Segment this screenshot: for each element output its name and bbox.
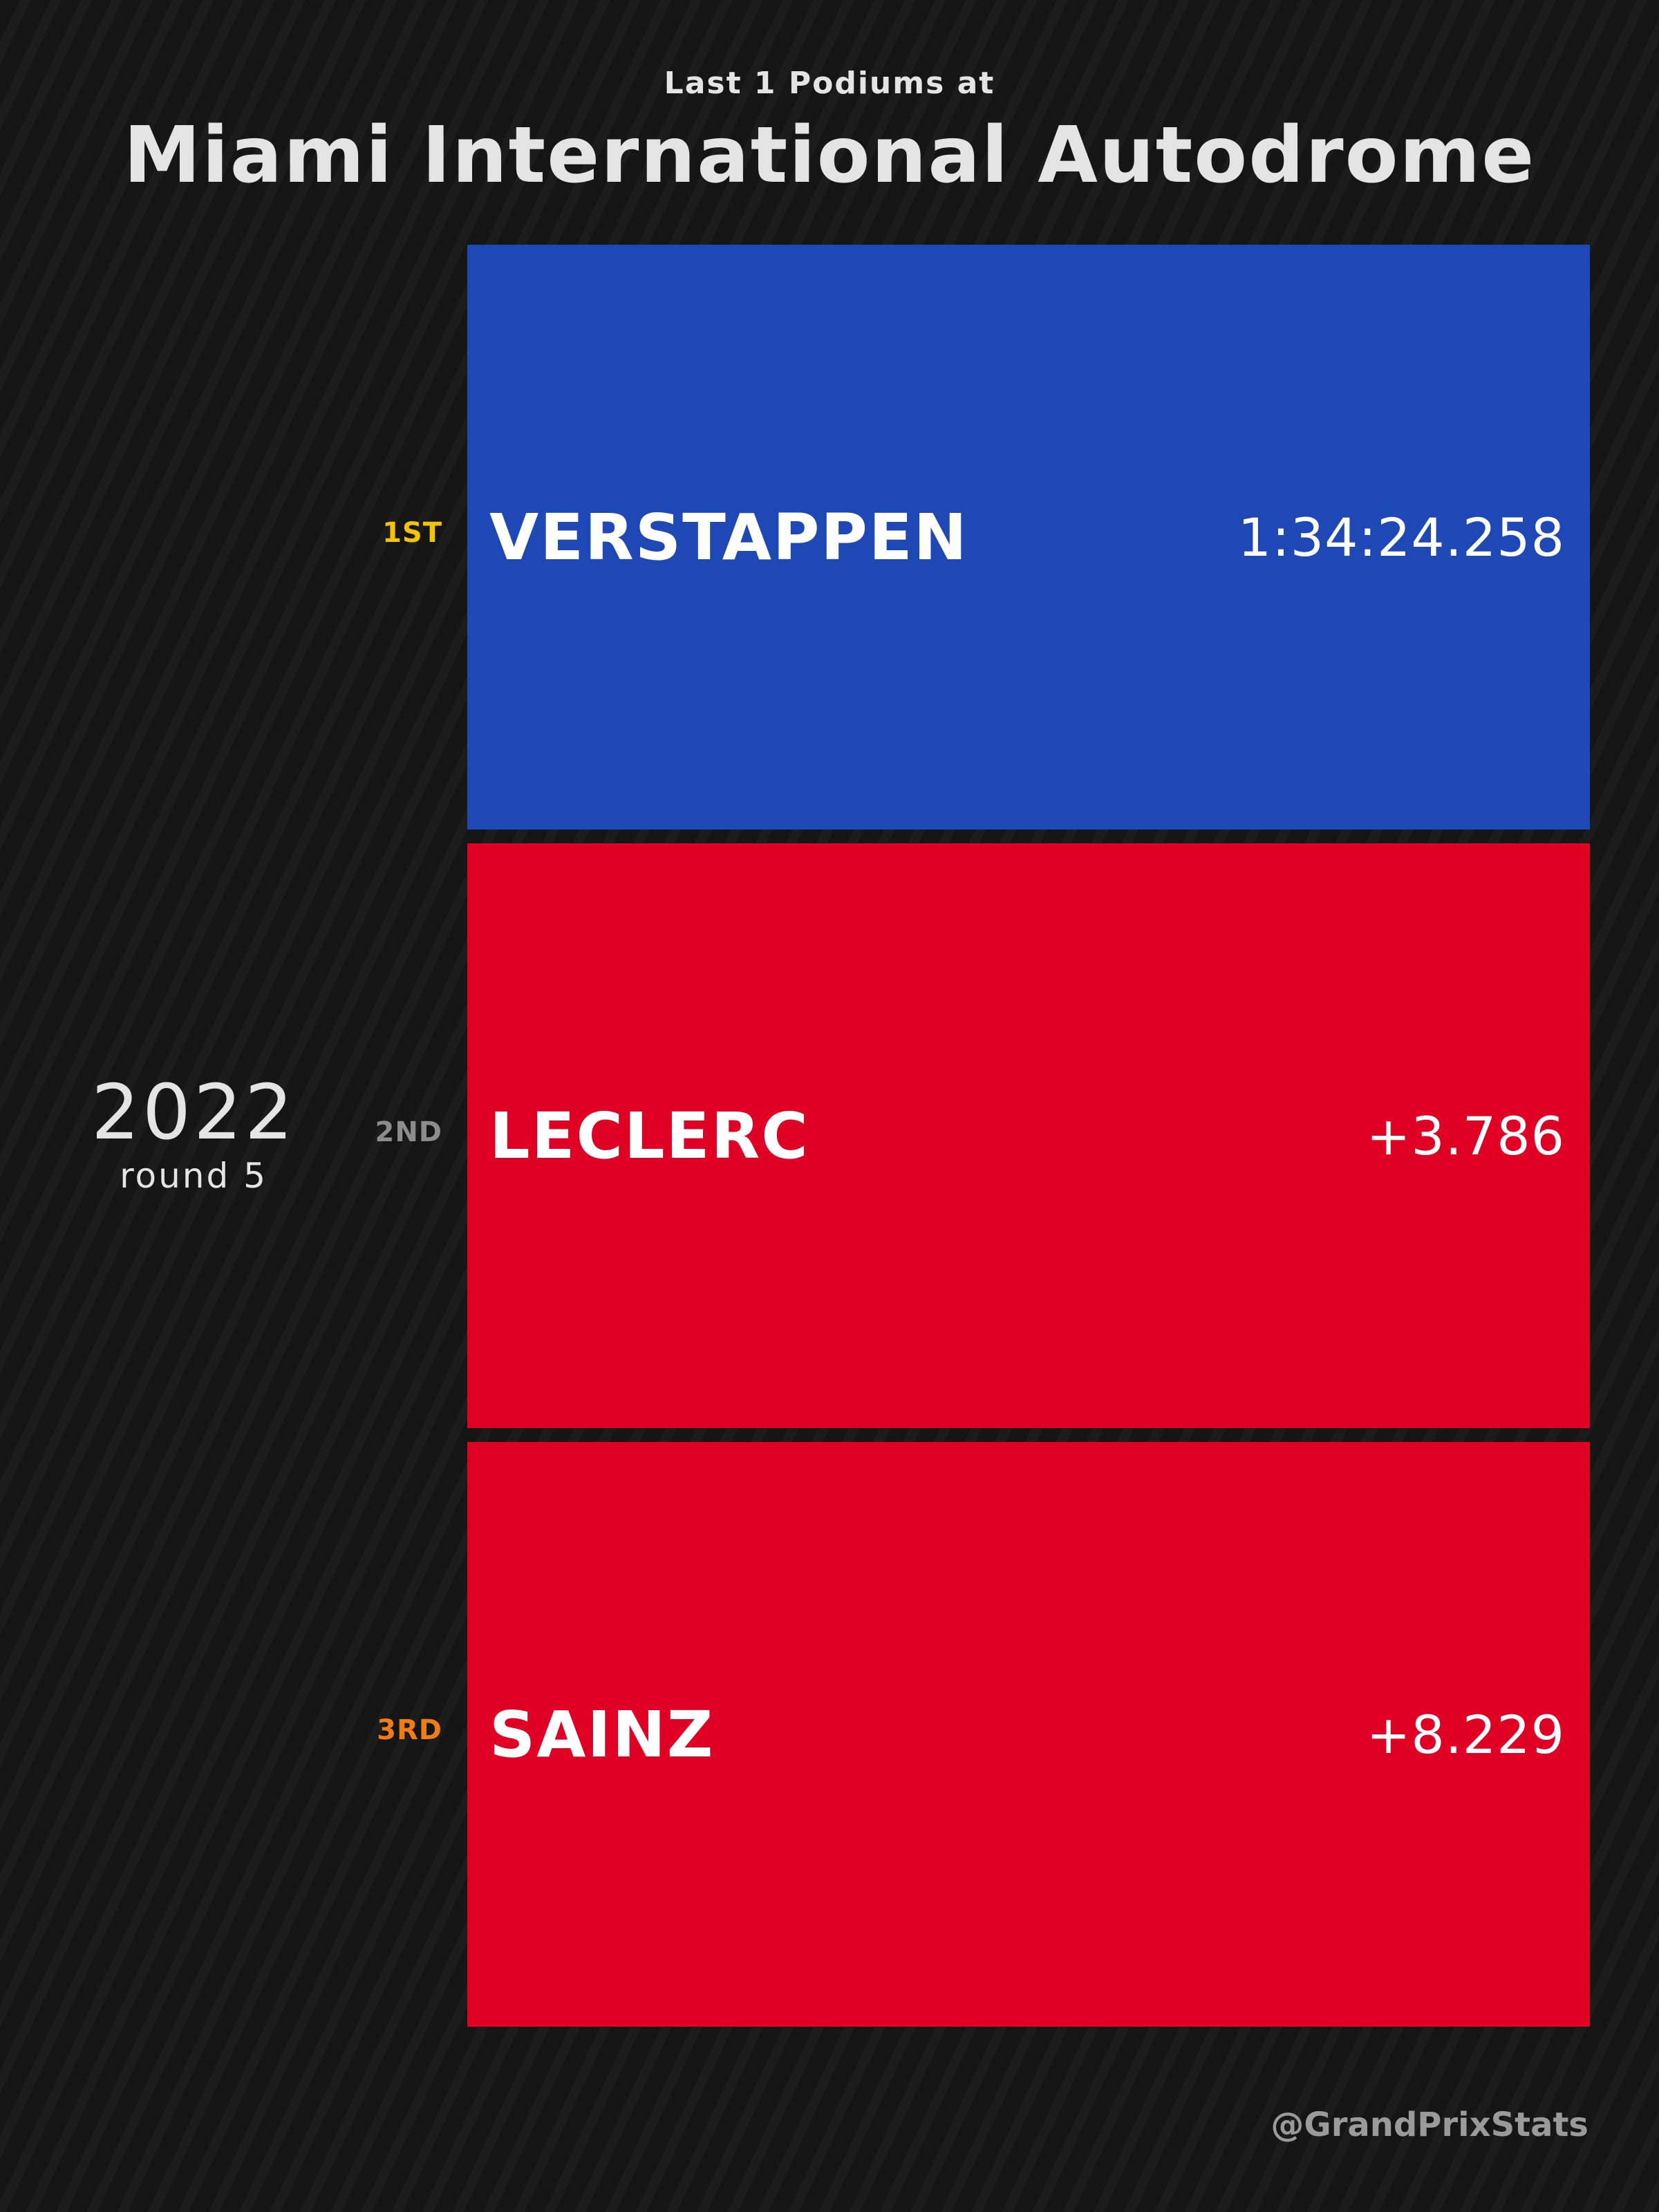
driver-name: LECLERC [489, 1098, 809, 1173]
subtitle: Last 1 Podiums at [664, 66, 995, 101]
driver-name: SAINZ [489, 1697, 715, 1772]
page-title: Miami International Autodrome [123, 111, 1536, 200]
driver-name: VERSTAPPEN [489, 500, 968, 574]
position-label-1st: 1ST [382, 517, 442, 549]
race-round: round 5 [120, 1156, 268, 1196]
podium-box-3rd: SAINZ +8.229 [467, 1442, 1590, 2027]
podium-box-1st: VERSTAPPEN 1:34:24.258 [467, 245, 1590, 830]
race-time: 1:34:24.258 [1237, 506, 1565, 568]
race-time: +8.229 [1366, 1703, 1565, 1765]
race-time: +3.786 [1366, 1105, 1565, 1167]
race-year: 2022 [91, 1068, 296, 1156]
podium-box-2nd: LECLERC +3.786 [467, 843, 1590, 1428]
position-label-2nd: 2ND [375, 1116, 442, 1148]
credit-handle: @GrandPrixStats [1271, 2106, 1588, 2144]
position-label-3rd: 3RD [377, 1714, 442, 1746]
